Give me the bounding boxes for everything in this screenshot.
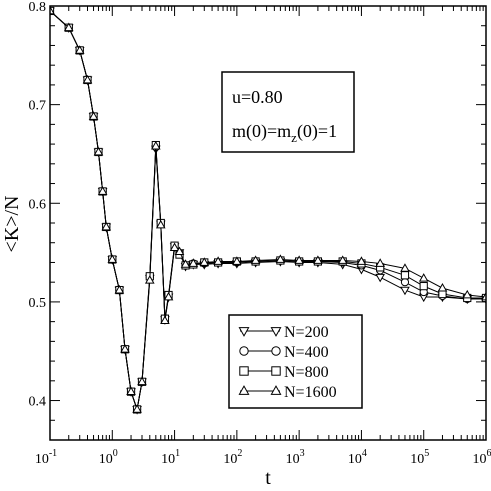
legend-marker xyxy=(239,346,249,356)
data-point xyxy=(419,282,428,291)
legend-label: N=1600 xyxy=(284,384,337,401)
data-point xyxy=(144,275,155,284)
annotation-line-2: m(0)=mz(0)=1 xyxy=(232,121,337,145)
legend-label: N=800 xyxy=(284,364,329,381)
data-point xyxy=(400,278,410,287)
x-tick-label: 104 xyxy=(348,448,367,467)
legend-marker xyxy=(238,385,250,395)
data-point xyxy=(74,45,85,54)
legend-entries: N=200 N=400 N=800 N=1600 xyxy=(238,324,337,401)
data-point xyxy=(126,386,136,396)
data-point xyxy=(97,186,108,195)
y-axis-ticks: 0.4 0.5 0.6 0.7 0.8 xyxy=(29,0,486,441)
annotation-box: u=0.80 m(0)=mz(0)=1 xyxy=(221,71,355,153)
data-point xyxy=(418,273,429,282)
data-point xyxy=(132,404,142,413)
data-point xyxy=(400,271,410,280)
legend-label: N=200 xyxy=(284,324,329,341)
annotation-line-2-main: m(0)=m xyxy=(232,121,291,142)
data-point xyxy=(356,256,367,265)
x-tick-label: 10-1 xyxy=(35,448,57,467)
data-point xyxy=(294,255,304,264)
legend-marker xyxy=(239,366,249,376)
data-point xyxy=(101,221,112,231)
data-point xyxy=(313,255,323,264)
data-point xyxy=(114,284,125,294)
x-axis-title: t xyxy=(265,467,271,489)
legend-entry: N=800 xyxy=(239,364,329,381)
y-tick-label: 0.7 xyxy=(29,99,47,114)
data-point xyxy=(462,289,473,299)
annotation-line-1: u=0.80 xyxy=(232,87,283,107)
annotation-frame xyxy=(221,71,355,153)
data-point xyxy=(213,256,223,265)
data-point xyxy=(107,254,118,263)
series-n-1600 xyxy=(50,6,486,413)
data-point xyxy=(438,289,447,299)
annotation-line-2-tail: (0)=1 xyxy=(297,121,337,142)
data-point xyxy=(232,256,242,265)
data-point xyxy=(481,291,486,301)
x-axis-ticks: 10-1 100 101 102 103 104 105 106 xyxy=(35,6,491,467)
data-point xyxy=(275,254,286,263)
data-point xyxy=(174,246,185,255)
data-point xyxy=(160,315,170,325)
legend-marker xyxy=(238,327,250,337)
data-point xyxy=(155,219,166,229)
data-point xyxy=(180,259,191,268)
data-point xyxy=(63,22,74,32)
data-point xyxy=(137,376,147,386)
data-point xyxy=(188,258,199,267)
y-tick-label: 0.6 xyxy=(29,197,47,212)
legend: N=200 N=400 N=800 N=1600 xyxy=(228,314,363,409)
y-axis-title: <K>/N xyxy=(1,195,23,252)
y-tick-label: 0.8 xyxy=(29,0,47,15)
data-point xyxy=(375,258,385,267)
y-tick-label: 0.5 xyxy=(29,296,47,311)
data-point xyxy=(250,255,261,264)
legend-entry: N=1600 xyxy=(238,384,337,401)
data-point xyxy=(337,255,348,264)
x-tick-label: 101 xyxy=(161,448,180,467)
data-point xyxy=(50,6,55,15)
data-point xyxy=(120,344,130,353)
data-point xyxy=(400,286,410,296)
legend-marker xyxy=(271,366,281,376)
legend-label: N=400 xyxy=(284,344,329,361)
legend-entry: N=400 xyxy=(239,344,329,361)
annotation-line-2-sub: z xyxy=(291,130,297,145)
data-point xyxy=(400,263,410,272)
y-tick-label: 0.4 xyxy=(29,395,47,410)
data-point xyxy=(93,146,104,156)
data-point xyxy=(82,74,93,84)
legend-marker xyxy=(271,346,281,356)
data-point xyxy=(163,291,174,301)
x-tick-label: 100 xyxy=(99,448,118,467)
data-point xyxy=(375,273,385,283)
legend-marker xyxy=(270,385,282,395)
data-point xyxy=(169,242,180,252)
data-point xyxy=(199,257,210,266)
x-tick-label: 106 xyxy=(473,448,491,467)
data-point xyxy=(437,282,448,292)
x-tick-label: 103 xyxy=(286,448,305,467)
legend-marker xyxy=(270,327,282,337)
x-tick-label: 102 xyxy=(223,448,242,467)
data-point xyxy=(88,111,99,120)
legend-entry: N=200 xyxy=(238,324,329,341)
series-line xyxy=(50,10,486,410)
data-point xyxy=(151,140,161,150)
x-tick-label: 105 xyxy=(410,448,429,467)
